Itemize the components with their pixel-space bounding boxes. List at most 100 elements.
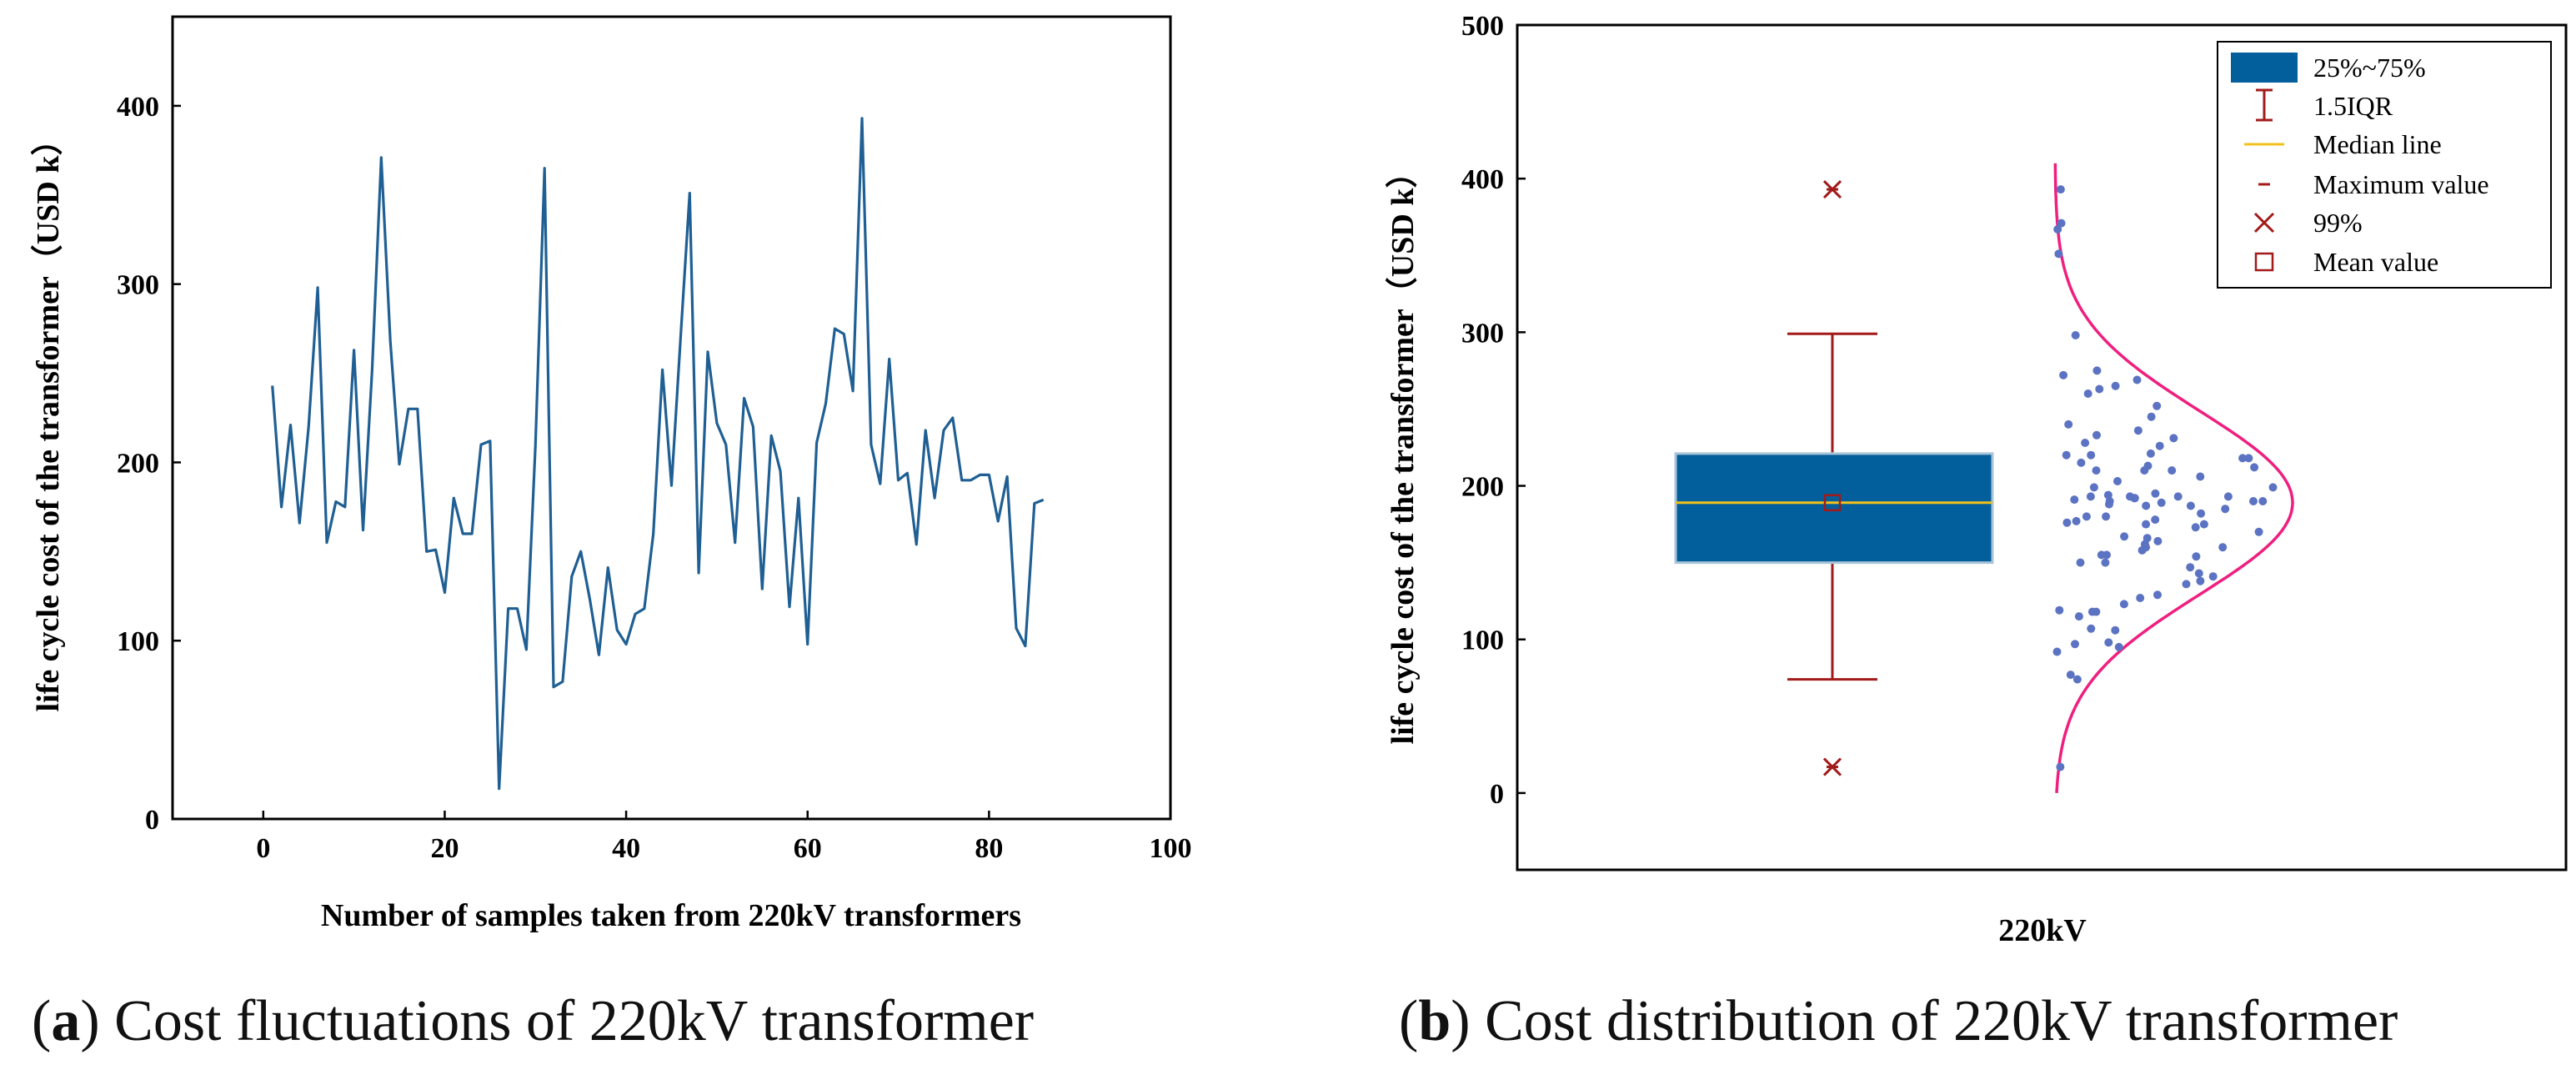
distribution-point [2081, 439, 2090, 447]
distribution-point [2066, 671, 2075, 680]
distribution-point [2053, 225, 2062, 234]
legend-p99-cross-icon [2253, 212, 2275, 234]
caption-a: (a) Cost fluctuations of 220kV transform… [32, 989, 1035, 1053]
distribution-point [2157, 498, 2166, 507]
distribution-point [2142, 520, 2151, 529]
y-tick-label: 100 [117, 626, 159, 657]
chart-a-y-axis-label: life cycle cost of the transformer（USD k… [31, 124, 66, 712]
distribution-point [2147, 412, 2156, 421]
distribution-point [2104, 638, 2113, 647]
distribution-point [2064, 419, 2073, 429]
legend-frame [2217, 41, 2552, 289]
distribution-point [2059, 370, 2068, 379]
distribution-point [2070, 495, 2079, 505]
distribution-point [2056, 762, 2065, 771]
chart-a-plot-frame [171, 15, 1172, 821]
distribution-point [2071, 331, 2080, 339]
distribution-point [2173, 492, 2183, 501]
distribution-point [2052, 647, 2062, 656]
legend-label-mean: Mean value [2313, 247, 2438, 277]
distribution-point [2136, 594, 2145, 602]
distribution-point [2153, 590, 2162, 600]
distribution-point [2142, 501, 2151, 510]
x-tick-label: 40 [612, 833, 640, 864]
distribution-point [2155, 441, 2164, 450]
chart-a-y-ticks: 0 100 200 300 400 [117, 92, 181, 836]
x-tick-label: 80 [975, 833, 1003, 864]
y-tick-label: 0 [1490, 779, 1504, 810]
distribution-point [2223, 492, 2233, 501]
distribution-point [2087, 450, 2096, 460]
distribution-point [2092, 366, 2102, 375]
distribution-point [2113, 477, 2122, 485]
distribution-point [2249, 497, 2258, 505]
distribution-point [2092, 466, 2101, 475]
chart-b-plot-frame [1516, 23, 2568, 872]
distribution-point [2056, 185, 2065, 194]
distribution-point [2151, 489, 2160, 498]
distribution-point [2132, 375, 2142, 384]
y-tick-label: 100 [1461, 625, 1504, 656]
chart-a: 0 100 200 300 400 0 20 40 60 80 100 Number of sam… [31, 15, 1192, 933]
distribution-point [2086, 492, 2095, 501]
y-tick-label: 200 [1461, 472, 1504, 503]
distribution-point [2137, 545, 2147, 555]
distribution-point [2168, 466, 2177, 475]
distribution-point [2097, 550, 2106, 560]
distribution-point [2238, 454, 2248, 463]
x-tick-label: 20 [430, 833, 459, 864]
legend-label-max: Maximum value [2313, 169, 2489, 199]
caption-b-text: Cost distribution of 220kV transformer [1485, 989, 2398, 1053]
legend-whisker-icon [2256, 88, 2273, 122]
chart-a-series [271, 117, 1045, 791]
distribution-point [2196, 576, 2205, 585]
y-tick-label: 400 [117, 92, 159, 123]
distribution-point [2089, 483, 2098, 492]
legend-swatch-box [2231, 53, 2298, 83]
distribution-point [2111, 381, 2120, 390]
distribution-point [2169, 434, 2178, 443]
distribution-point [2054, 249, 2063, 259]
distribution-point [2186, 563, 2195, 572]
distribution-point [2133, 426, 2142, 435]
distribution-point [2221, 505, 2230, 514]
distribution-point [2092, 430, 2101, 440]
distribution-point [2092, 607, 2101, 616]
distribution-point [2111, 625, 2120, 635]
y-tick-label: 0 [145, 805, 159, 836]
chart-b-x-axis-label: 220kV [1998, 913, 2087, 948]
iqr-box [1674, 452, 1994, 565]
distribution-point [2055, 605, 2064, 615]
distribution-point [2105, 500, 2113, 509]
distribution-point [2244, 454, 2253, 463]
distribution-point [2208, 572, 2218, 581]
chart-b-y-axis-label: life cycle cost of the transformer（USD k… [1386, 157, 1421, 745]
distribution-point [2062, 450, 2071, 460]
distribution-point [2120, 532, 2129, 541]
distribution-point [2062, 518, 2072, 527]
distribution-point [2140, 466, 2149, 475]
distribution-point [2186, 501, 2195, 510]
distribution-point [2218, 543, 2228, 552]
distribution-point [2101, 558, 2110, 567]
y-tick-label: 500 [1461, 11, 1504, 42]
distribution-point [2146, 449, 2155, 458]
distribution-point [2074, 612, 2083, 621]
caption-a-letter: a [51, 989, 81, 1053]
chart-b-y-ticks: 0 100 200 300 400 500 [1461, 11, 1526, 810]
legend-label-whisker: 1.5IQR [2313, 91, 2393, 121]
distribution-point [2182, 580, 2191, 589]
mean-marker [1823, 494, 1842, 512]
distribution-point [2130, 494, 2139, 503]
chart-b-marks [1674, 163, 2294, 793]
series-line [271, 117, 1045, 791]
distribution-point [2250, 463, 2259, 472]
distribution-point [2119, 600, 2128, 609]
distribution-point [2192, 552, 2201, 561]
y-tick-label: 300 [1461, 318, 1504, 349]
x-tick-label: 60 [794, 833, 822, 864]
distribution-point [2191, 523, 2200, 532]
distribution-point [2095, 384, 2104, 394]
distribution-point [2153, 536, 2163, 545]
